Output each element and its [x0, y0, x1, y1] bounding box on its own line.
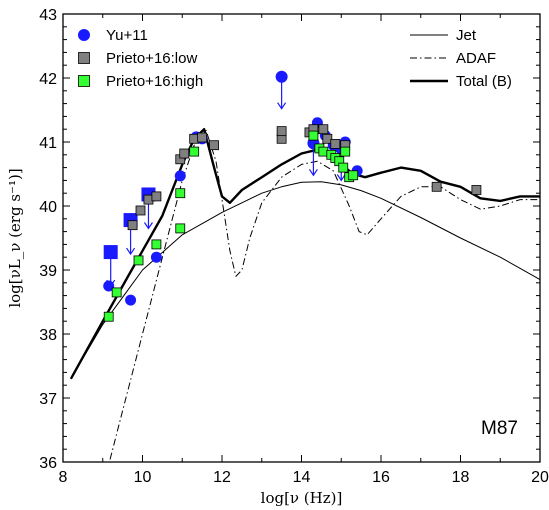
legend-label-prieto-16-low: Prieto+16:low	[106, 50, 197, 67]
legend-marker-prieto-16-low	[78, 52, 90, 64]
y-tick-label: 43	[39, 7, 57, 24]
line-adaf	[108, 130, 540, 462]
upper-limit-marker	[103, 245, 118, 260]
y-axis-title: log[νL_ν (erg s⁻¹)]	[6, 168, 24, 307]
point-prieto-16-high	[175, 188, 186, 199]
x-tick-label: 12	[213, 469, 231, 486]
line-total-b	[69, 127, 540, 380]
legend-label-jet: Jet	[456, 27, 477, 44]
point-prieto-16-low	[322, 133, 333, 144]
point-yu-11	[174, 170, 186, 182]
legend-right: Jet ADAF Total (B)	[410, 27, 512, 90]
source-annotation: M87	[481, 418, 518, 439]
x-tick-label: 10	[134, 469, 152, 486]
point-prieto-16-low	[431, 181, 442, 192]
legend-marker-prieto-16-high	[78, 75, 90, 87]
y-tick-label: 42	[39, 71, 57, 88]
point-prieto-16-high	[338, 162, 349, 173]
point-prieto-16-low	[276, 126, 287, 137]
point-yu-11	[103, 280, 115, 292]
x-axis-title: log[ν (Hz)]	[261, 489, 343, 507]
legend-label-yu-11: Yu+11	[106, 27, 148, 44]
legend-label-prieto-16-high: Prieto+16:high	[106, 73, 203, 90]
y-tick-label: 41	[39, 135, 57, 152]
point-prieto-16-low	[197, 132, 208, 143]
point-prieto-16-high	[348, 170, 359, 181]
line-jet	[70, 181, 540, 380]
x-tick-label: 8	[59, 469, 68, 486]
point-prieto-16-low	[127, 220, 138, 231]
upper-limit-arrowhead	[277, 102, 287, 110]
y-tick-label: 40	[39, 199, 57, 216]
y-tick-label: 39	[39, 263, 57, 280]
y-tick-label: 38	[39, 327, 57, 344]
point-prieto-16-high	[133, 255, 144, 266]
x-tick-label: 14	[293, 469, 311, 486]
point-prieto-16-high	[340, 146, 351, 157]
point-prieto-16-high	[111, 287, 122, 298]
point-prieto-16-low	[135, 205, 146, 216]
upper-limit-arrowhead	[336, 174, 346, 182]
y-tick-label: 36	[39, 455, 57, 472]
upper-limit-arrowhead	[308, 168, 318, 177]
x-tick-label: 20	[531, 469, 549, 486]
legend-label-total-b: Total (B)	[456, 73, 512, 90]
point-prieto-16-low	[471, 185, 482, 195]
legend-left: Yu+11 Prieto+16:low Prieto+16:high	[78, 27, 203, 90]
point-prieto-16-low	[151, 191, 162, 202]
point-prieto-16-low	[318, 124, 329, 135]
point-yu-11	[125, 294, 137, 306]
upper-limit-arrowhead	[126, 247, 136, 256]
point-prieto-16-low	[330, 139, 341, 149]
legend-marker-yu-11	[78, 29, 90, 41]
legend-label-adaf: ADAF	[456, 50, 496, 67]
upper-limit-marker	[275, 70, 288, 83]
point-yu-11	[150, 251, 162, 263]
point-prieto-16-high	[308, 130, 319, 141]
point-prieto-16-high	[189, 146, 200, 157]
y-tick-label: 37	[39, 391, 57, 408]
point-prieto-16-high	[151, 239, 162, 250]
point-prieto-16-high	[175, 223, 186, 234]
point-prieto-16-low	[179, 148, 190, 159]
point-prieto-16-low	[209, 140, 219, 151]
x-tick-label: 18	[452, 469, 470, 486]
upper-limit-arrowhead	[143, 222, 153, 230]
x-tick-label: 16	[372, 469, 390, 486]
point-prieto-16-high	[103, 311, 114, 322]
